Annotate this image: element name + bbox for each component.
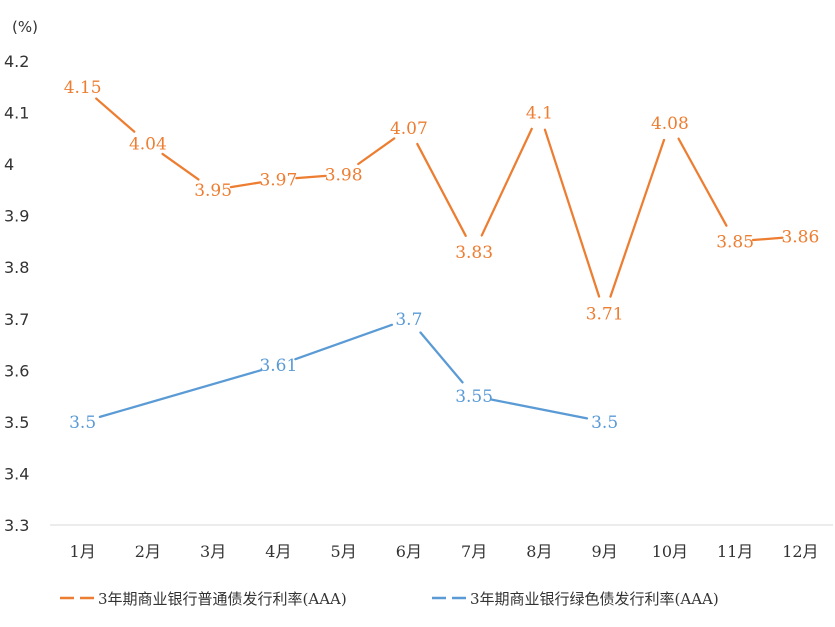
series-1-data-label: 3.86 (781, 227, 819, 247)
series-2-segment (98, 369, 263, 419)
series-1-segment (295, 174, 327, 180)
series-1-segment (751, 236, 784, 242)
legend: 3年期商业银行普通债发行利率(AAA) 3年期商业银行绿色债发行利率(AAA) (60, 590, 719, 608)
y-tick-label: 3.4 (4, 464, 29, 483)
series-1-segment (543, 128, 601, 298)
series-1-segment (95, 97, 136, 133)
series-1-data-label: 4.1 (526, 104, 553, 124)
series-2-segment (419, 331, 464, 384)
y-tick-label: 3.5 (4, 413, 29, 432)
series-1-segment (229, 181, 262, 189)
x-tick-label: 8月 (526, 542, 552, 561)
series-1-data-label: 4.04 (129, 134, 167, 154)
series-1-segment (677, 137, 728, 227)
series-2-data-label: 3.5 (591, 413, 618, 433)
y-tick-label: 3.6 (4, 361, 29, 380)
y-tick-label: 4.1 (4, 104, 29, 123)
x-tick-label: 3月 (200, 542, 226, 561)
x-tick-label: 6月 (396, 542, 422, 561)
series-1-data-label: 3.85 (716, 232, 754, 252)
series-1-data-label: 4.15 (64, 78, 102, 98)
y-tick-label: 3.3 (4, 516, 29, 535)
series-1-segment (480, 127, 533, 237)
series-1-data-label: 4.07 (390, 119, 428, 139)
series-2-data-label: 3.7 (395, 310, 422, 330)
x-axis: 1月 2月 3月 4月 5月 6月 7月 8月 9月 10月 11月 12月 (70, 542, 819, 561)
y-tick-label: 3.8 (4, 258, 29, 277)
x-tick-label: 10月 (652, 542, 688, 561)
y-tick-label: 3.7 (4, 310, 29, 329)
x-tick-label: 9月 (592, 542, 618, 561)
x-tick-label: 11月 (717, 542, 753, 561)
y-tick-label: 4.2 (4, 52, 29, 71)
y-tick-label: 3.9 (4, 207, 29, 226)
series-2-segment (294, 323, 394, 361)
y-axis: 3.3 3.4 3.5 3.6 3.7 3.8 3.9 4 4.1 4.2 (4, 52, 29, 535)
series-2-data-label: 3.5 (69, 413, 96, 433)
series-2-data-label: 3.61 (259, 356, 297, 376)
series-1-data-label: 3.97 (259, 171, 297, 191)
x-tick-label: 12月 (782, 542, 818, 561)
x-tick-label: 2月 (135, 542, 161, 561)
x-tick-label: 5月 (331, 542, 357, 561)
series-1-segment (357, 137, 396, 166)
series-1-data-label: 4.08 (651, 114, 689, 134)
series-1-data-label: 3.95 (194, 181, 232, 201)
y-tick-label: 4 (4, 155, 14, 174)
y-axis-unit: (%) (12, 18, 38, 36)
legend-label: 3年期商业银行绿色债发行利率(AAA) (470, 590, 719, 608)
legend-label: 3年期商业银行普通债发行利率(AAA) (98, 590, 347, 608)
series-2-data-label: 3.55 (455, 387, 493, 407)
series-1-data-label: 3.83 (455, 243, 493, 263)
series-1-segment (609, 138, 666, 298)
series-2-segment (490, 398, 589, 420)
series-1-data-label: 3.98 (325, 165, 363, 185)
x-tick-label: 7月 (461, 542, 487, 561)
x-tick-label: 4月 (265, 542, 291, 561)
series-1-segment (161, 152, 200, 181)
x-tick-label: 1月 (70, 542, 96, 561)
series-layer: 4.15 4.04 3.95 3.97 3.98 4.07 3.83 4.1 3.71 4.08 3… (64, 78, 820, 433)
series-1-data-label: 3.71 (586, 305, 624, 325)
series-1-segment (416, 142, 467, 237)
